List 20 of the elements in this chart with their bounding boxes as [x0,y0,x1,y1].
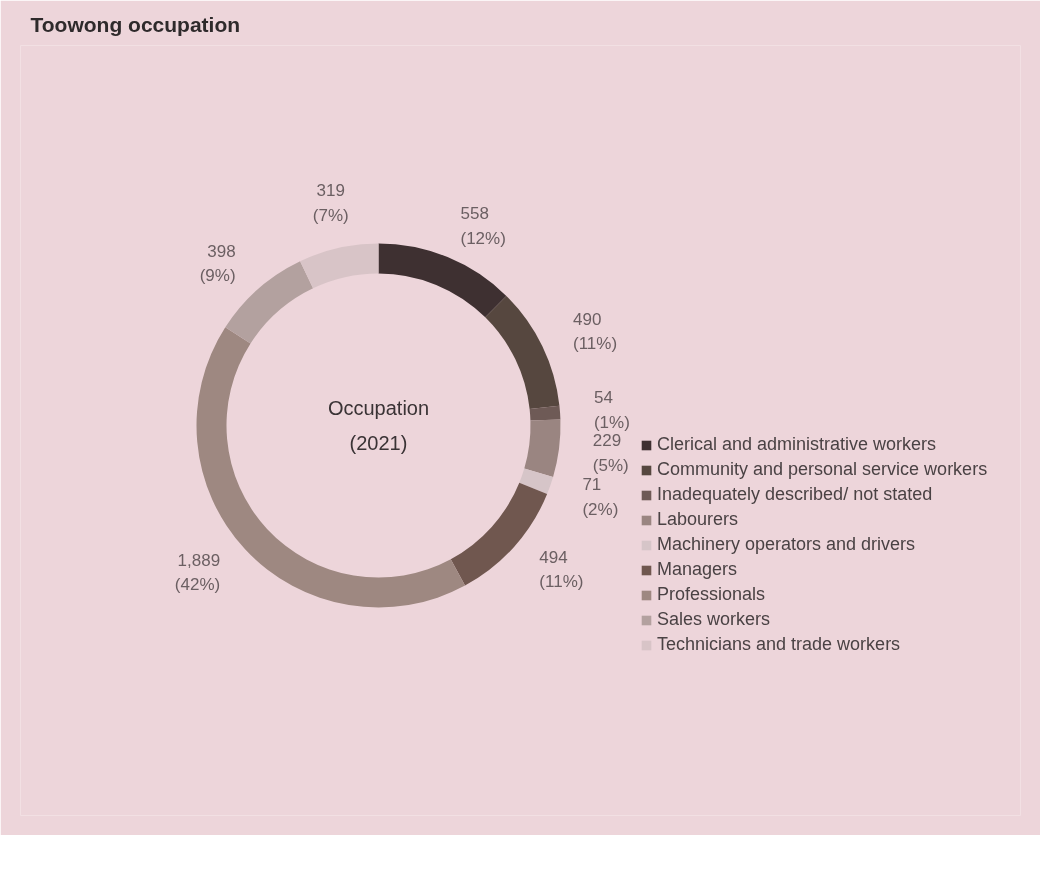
legend-label: Sales workers [657,609,771,630]
data-label: 490 (11%) [572,309,618,354]
data-label: 71 (2%) [582,474,619,519]
data-label: 558 (12%) [460,203,506,248]
legend-label: Clerical and administrative workers [657,434,937,455]
legend-label: Professionals [657,584,766,605]
legend-label: Managers [657,559,738,580]
data-label: 398 (9%) [199,241,236,286]
text: Occupation (2021) [327,396,430,455]
data-label: 1,889 (42%) [174,550,221,595]
legend-label: Community and personal service workers [657,459,988,480]
data-label: 54 (1%) [593,388,630,433]
legend-label: Inadequately described/ not stated [657,484,933,505]
chart-title: Toowong occupation [30,12,241,36]
data-label: 494 (11%) [539,547,584,592]
legend-label: Technicians and trade workers [657,634,901,655]
legend-label: Machinery operators and drivers [657,534,916,555]
data-label: 229 (5%) [592,431,629,475]
data-label: 319 (7%) [312,180,349,225]
legend-label: Labourers [657,509,739,530]
